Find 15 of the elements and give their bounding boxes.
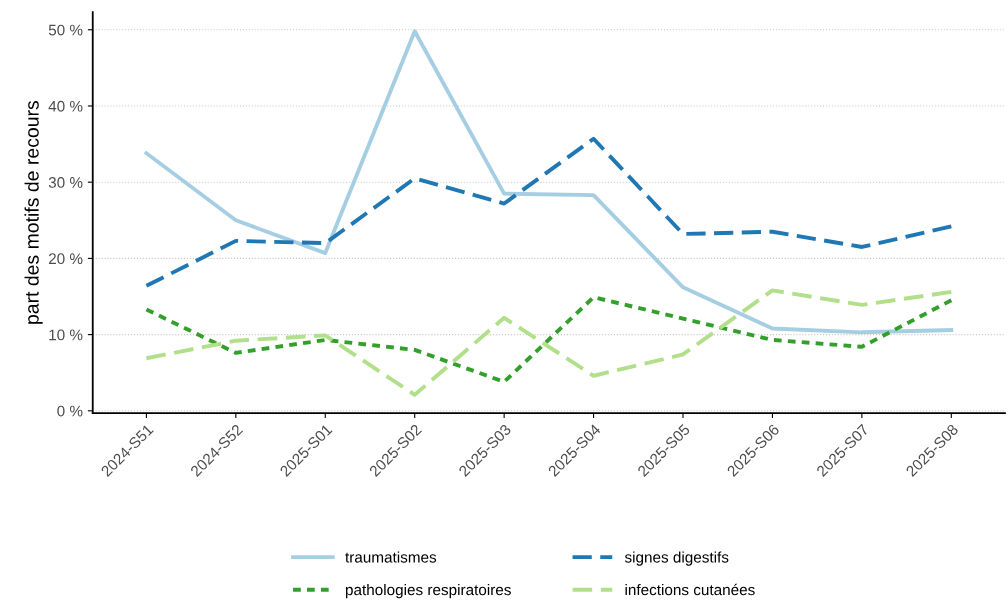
y-tick-label: 20 % xyxy=(48,253,83,265)
y-axis-title: part des motifs de recours xyxy=(24,100,43,324)
y-tick-label: 0 % xyxy=(57,405,83,417)
legend-label: signes digestifs xyxy=(624,551,729,566)
y-tick-label: 10 % xyxy=(49,329,83,341)
line-series xyxy=(144,136,954,288)
y-tick-label: 40 % xyxy=(48,100,83,112)
line-series xyxy=(144,295,954,384)
legend-label: pathologies respiratoires xyxy=(345,584,511,599)
legend-label: infections cutanées xyxy=(625,583,755,596)
y-tick-label: 30 % xyxy=(48,177,83,188)
y-tick-label: 50 % xyxy=(48,24,83,36)
line-series xyxy=(144,288,954,397)
legend-label: traumatismes xyxy=(345,551,437,563)
line-series xyxy=(144,29,954,335)
